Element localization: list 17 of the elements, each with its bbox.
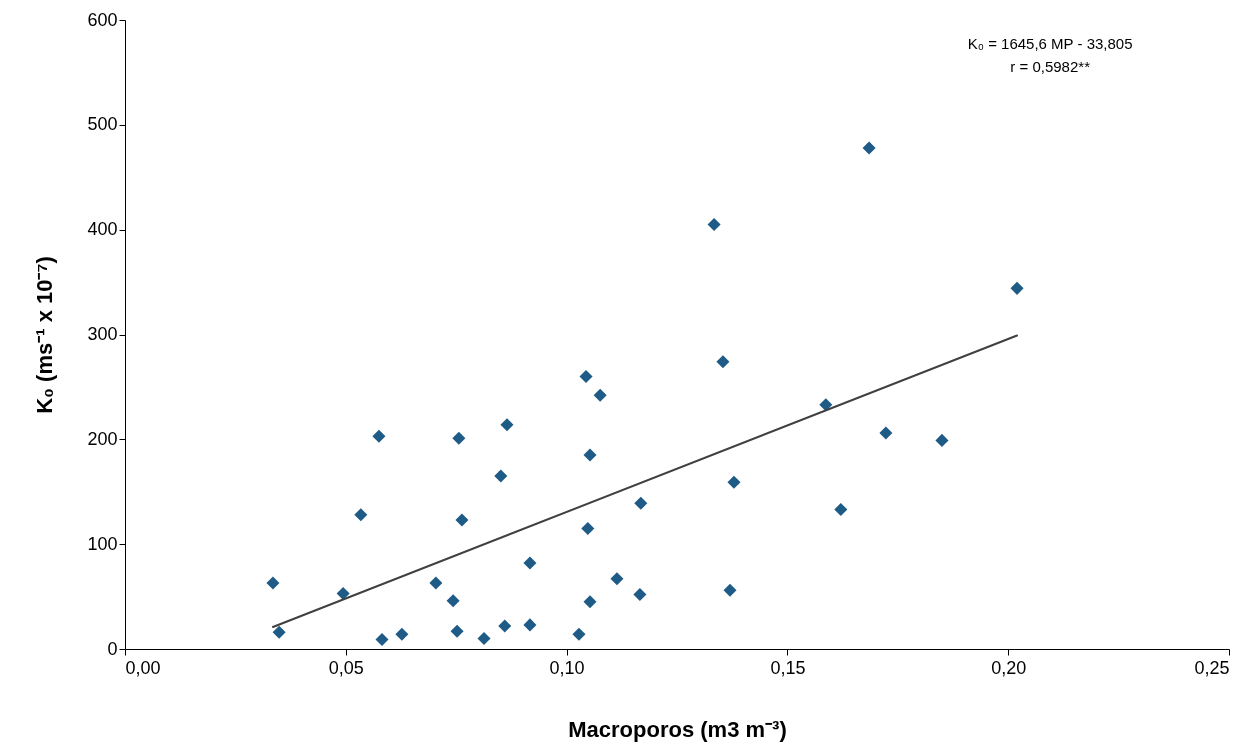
- x-axis-title: Macroporos (m3 m⁻³): [568, 716, 787, 742]
- annotation: r = 0,5982**: [1010, 58, 1091, 75]
- y-tick-label: 400: [87, 219, 118, 240]
- y-tick-label: 100: [87, 533, 118, 554]
- x-tick-label: 0,00: [125, 657, 161, 678]
- x-tick-label: 0,20: [991, 657, 1027, 678]
- x-tick-label: 0,05: [328, 657, 364, 678]
- y-tick-label: 300: [87, 324, 118, 344]
- y-tick-label: 200: [87, 428, 118, 449]
- y-tick-label: 500: [87, 114, 118, 135]
- y-tick-label: 0: [107, 638, 118, 659]
- annotation: K₀ = 1645,6 MP - 33,805: [967, 35, 1133, 52]
- x-tick-label: 0,10: [549, 657, 585, 678]
- x-tick-label: 0,25: [1194, 657, 1230, 678]
- y-axis-title: K₀ (ms⁻¹ x 10⁻⁷): [32, 256, 58, 414]
- x-tick-label: 0,15: [770, 657, 806, 678]
- y-tick-label: 600: [87, 9, 118, 30]
